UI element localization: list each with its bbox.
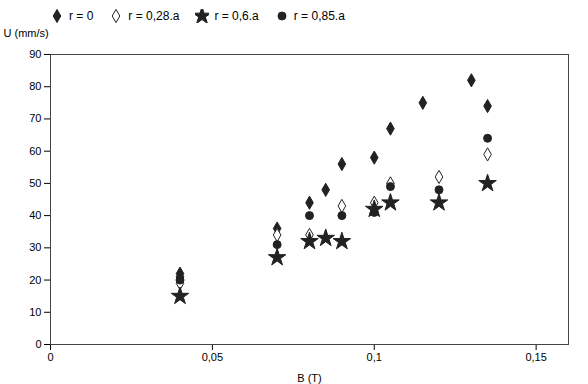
svg-text:0: 0 bbox=[47, 351, 53, 363]
html-text:r = 0,28.a: r = 0,28.a bbox=[128, 9, 180, 23]
svg-text:B (T): B (T) bbox=[297, 372, 321, 384]
svg-text:80: 80 bbox=[29, 80, 41, 92]
svg-text:40: 40 bbox=[29, 209, 41, 221]
svg-text:U (mm/s): U (mm/s) bbox=[4, 27, 49, 39]
html-text:r = 0: r = 0 bbox=[69, 9, 94, 23]
html-text:r = 0,6.a: r = 0,6.a bbox=[214, 9, 259, 23]
svg-text:0,05: 0,05 bbox=[202, 351, 223, 363]
html-text:r = 0,85.a: r = 0,85.a bbox=[293, 9, 345, 23]
svg-text:50: 50 bbox=[29, 177, 41, 189]
svg-text:70: 70 bbox=[29, 112, 41, 124]
svg-text:60: 60 bbox=[29, 145, 41, 157]
svg-text:30: 30 bbox=[29, 241, 41, 253]
svg-text:10: 10 bbox=[29, 306, 41, 318]
svg-text:90: 90 bbox=[29, 48, 41, 60]
svg-text:0,1: 0,1 bbox=[367, 351, 382, 363]
svg-text:20: 20 bbox=[29, 274, 41, 286]
svg-text:0: 0 bbox=[35, 338, 41, 350]
svg-text:0,15: 0,15 bbox=[525, 351, 546, 363]
